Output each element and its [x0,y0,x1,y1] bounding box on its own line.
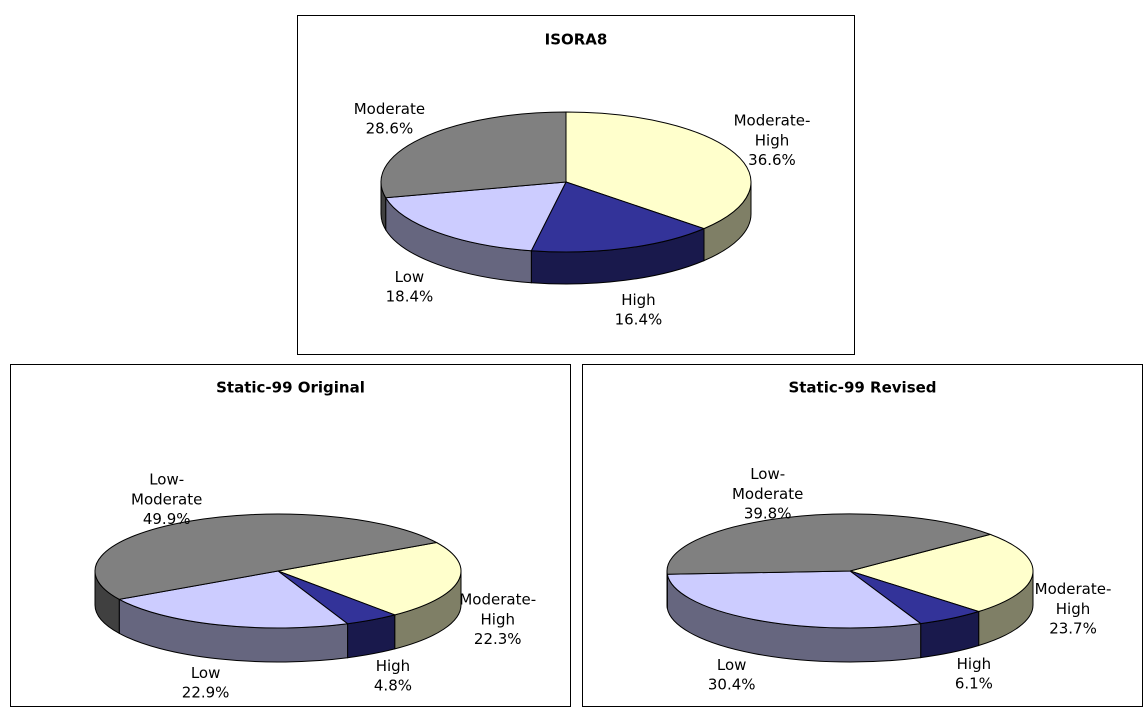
slice [384,181,567,252]
label-line: Moderate [131,490,202,508]
pie-chart: Static-99 Revised Moderate- High 23.7% High 6… [582,364,1143,707]
label-line: Moderate- [734,111,811,129]
label-line: High [376,656,410,674]
slice [117,570,349,629]
slice-label: Moderate [354,99,425,117]
chart-title: ISORA8 [545,31,608,49]
value-label: 30.4% [708,676,756,694]
slice [530,181,706,253]
label-line: High [621,291,655,309]
slice [666,570,922,629]
value-label: 22.3% [474,630,522,648]
slice [848,533,1034,613]
label-line: High [957,654,991,672]
slice-label: Moderate- High [459,590,536,628]
value-label: 49.9% [143,510,191,528]
slice [380,111,567,199]
slice-label: Low [191,664,221,682]
label-line: Moderate- [1035,579,1112,597]
slice-label: Low- Moderate [732,465,803,503]
value-label: 23.7% [1049,619,1097,637]
value-label: 39.8% [744,505,792,523]
slice [94,513,438,600]
chart-title: Static-99 Original [216,379,365,397]
value-label: 4.8% [374,676,412,694]
value-label: 28.6% [366,119,414,137]
slice [666,513,992,575]
value-label: 16.4% [615,311,663,329]
value-label: 36.6% [748,151,796,169]
value-label: 18.4% [386,288,434,306]
label-line: Low [717,656,747,674]
value-label: 22.9% [182,684,230,702]
chart-title: Static-99 Revised [788,379,936,397]
pie-chart: ISORA8 Moderate- High 36.6% High 16.4% Low 18.4… [297,15,855,355]
slice-label: High [621,291,655,309]
label-line: Moderate- [459,590,536,608]
slice-label: Low- Moderate [131,470,202,508]
label-line: High [755,131,789,149]
slice-label: Low [395,268,425,286]
label-line: Low- [149,470,184,488]
slice [565,111,752,230]
label-line: Low- [750,465,785,483]
label-line: Moderate [354,99,425,117]
label-line: High [481,610,515,628]
slice-label: Low [717,656,747,674]
slice [276,541,462,616]
slice-label: High [376,656,410,674]
slice-label: High [957,654,991,672]
value-label: 6.1% [955,674,993,692]
label-line: Low [395,268,425,286]
slice-label: Moderate- High [1035,579,1112,617]
label-line: High [1056,599,1090,617]
pie-chart: Static-99 Original Moderate- High 22.3% High… [10,364,571,707]
label-line: Low [191,664,221,682]
label-line: Moderate [732,485,803,503]
slice-label: Moderate- High [734,111,811,149]
